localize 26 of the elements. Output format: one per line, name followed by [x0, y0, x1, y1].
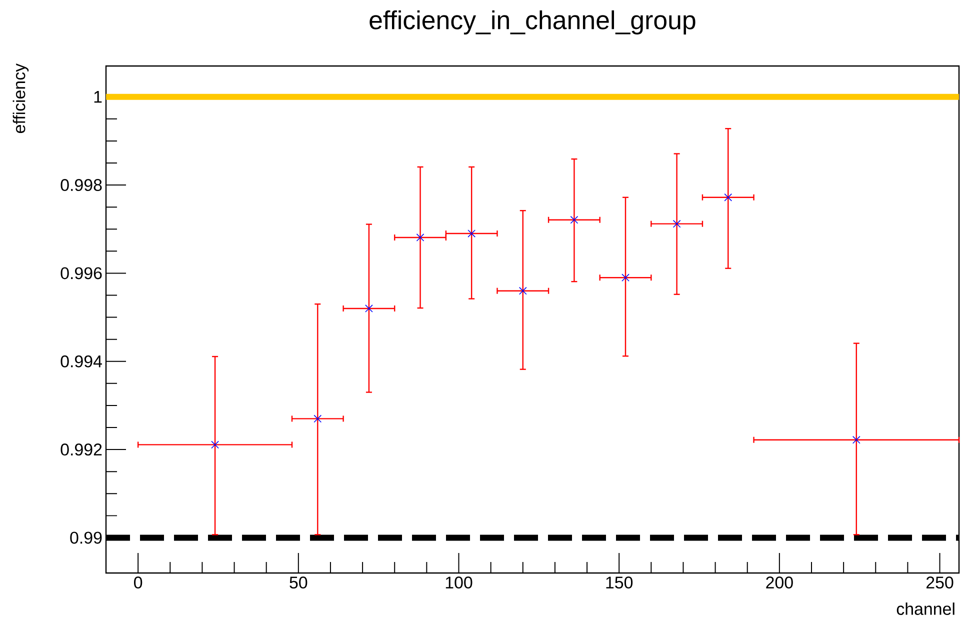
y-tick-label: 0.992 [60, 444, 102, 456]
x-tick-label: 200 [766, 576, 793, 589]
y-axis-title: efficiency [12, 63, 29, 134]
x-axis-title: channel [896, 602, 954, 615]
point [211, 440, 219, 449]
chart-title: efficiency_in_channel_group [370, 10, 696, 34]
point [852, 436, 860, 444]
point [468, 230, 476, 238]
point [416, 234, 424, 242]
point [672, 220, 681, 228]
y-tick-label: 1 [94, 91, 102, 103]
y-tick-label: 0.99 [70, 532, 102, 544]
x-tick-label: 250 [926, 576, 954, 589]
point [724, 193, 732, 202]
x-tick-label: 0 [134, 576, 142, 589]
point [622, 274, 630, 282]
point [570, 216, 578, 224]
point [365, 304, 373, 312]
x-tick-label: 50 [290, 576, 308, 589]
y-tick-label: 0.994 [60, 355, 102, 368]
point [314, 414, 322, 423]
x-tick-label: 150 [606, 576, 633, 589]
y-tick-label: 0.998 [60, 179, 102, 192]
point [518, 286, 527, 295]
x-tick-label: 100 [446, 576, 472, 589]
y-tick-label: 0.996 [60, 267, 102, 280]
